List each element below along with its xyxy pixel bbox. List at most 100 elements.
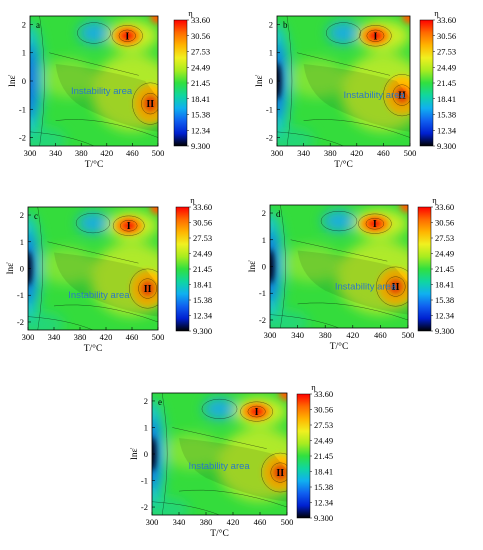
colorbar-tick-label: 15.38 xyxy=(435,295,454,305)
y-tick-label: -1 xyxy=(17,290,24,300)
y-axis-label: lnε̇ xyxy=(255,74,265,86)
colorbar-tick-label: 27.53 xyxy=(314,420,333,430)
colorbar-tick-label: 30.56 xyxy=(193,218,212,228)
colorbar-tick-label: 12.34 xyxy=(191,125,211,135)
colorbar-tick-label: 18.41 xyxy=(435,280,454,290)
colorbar-tick-label: 12.34 xyxy=(314,498,334,508)
heatmap-field xyxy=(152,393,287,515)
region-I-label: I xyxy=(255,407,259,418)
y-tick-label: -1 xyxy=(19,104,26,114)
y-tick-label: 0 xyxy=(144,449,148,459)
colorbar-title: η xyxy=(432,195,436,205)
y-tick-label: -2 xyxy=(141,502,148,512)
colorbar-tick-label: 33.60 xyxy=(437,15,456,25)
colorbar-ramp xyxy=(175,206,190,332)
x-tick-label: 420 xyxy=(100,332,113,342)
region-I-label: I xyxy=(127,221,131,232)
instability-area-label: Instability area xyxy=(71,86,133,97)
x-tick-label: 380 xyxy=(324,148,337,158)
x-tick-label: 300 xyxy=(146,517,159,527)
region-II-label: II xyxy=(276,468,284,479)
x-tick-label: 340 xyxy=(291,330,304,340)
x-tick-label: 300 xyxy=(24,148,37,158)
colorbar-tick-label: 18.41 xyxy=(191,94,210,104)
y-axis-label: lnε̇ xyxy=(6,262,16,274)
colorbar-tick-label: 18.41 xyxy=(437,94,456,104)
y-axis-label: lnε̇ xyxy=(130,447,140,459)
x-tick-label: 460 xyxy=(126,148,139,158)
heatmap-field xyxy=(30,16,158,146)
colorbar-ramp xyxy=(296,393,311,519)
colorbar-tick-label: 24.49 xyxy=(193,249,212,259)
panel-label: a xyxy=(36,20,40,30)
instability-area-label: Instability area xyxy=(335,282,397,293)
x-tick-label: 340 xyxy=(48,332,61,342)
y-tick-label: 2 xyxy=(269,19,273,29)
y-tick-label: -2 xyxy=(17,317,24,327)
colorbar-tick-label: 27.53 xyxy=(437,47,456,57)
instability-shading xyxy=(303,64,410,132)
colorbar-tick-label: 9.300 xyxy=(193,326,212,336)
panel-label: d xyxy=(276,209,281,219)
colorbar-title: η xyxy=(311,382,315,392)
colorbar-tick-label: 15.38 xyxy=(314,482,333,492)
colorbar-tick-label: 21.45 xyxy=(437,78,456,88)
colorbar-tick-label: 9.300 xyxy=(437,141,456,151)
colorbar-tick-label: 24.49 xyxy=(191,62,210,72)
colorbar-tick-label: 30.56 xyxy=(314,405,333,415)
colorbar-tick-label: 18.41 xyxy=(193,280,212,290)
x-tick-label: 500 xyxy=(281,517,294,527)
y-tick-label: 1 xyxy=(20,237,24,247)
y-tick-label: 0 xyxy=(22,76,26,86)
region-II-label: II xyxy=(144,284,152,295)
colorbar-tick-label: 30.56 xyxy=(437,31,456,41)
colorbar-tick-label: 30.56 xyxy=(435,218,454,228)
contour-lines xyxy=(28,207,158,330)
colorbar-tick-label: 15.38 xyxy=(437,110,456,120)
x-tick-label: 380 xyxy=(74,332,87,342)
colorbar-title: η xyxy=(188,8,192,18)
colorbar-ramp xyxy=(173,19,188,147)
heatmap-field xyxy=(28,207,158,330)
y-tick-label: 0 xyxy=(20,264,24,274)
y-tick-label: -1 xyxy=(141,476,148,486)
heatmap-field xyxy=(277,16,410,146)
x-axis-label: T/°C xyxy=(84,343,103,354)
x-tick-label: 300 xyxy=(264,330,277,340)
x-axis-label: T/°C xyxy=(85,159,104,170)
y-tick-label: 1 xyxy=(269,48,273,58)
contour-lines xyxy=(270,205,408,328)
x-tick-label: 340 xyxy=(173,517,186,527)
panel-c: 300 340 380 420 460 500210-1-2T/°Clnε̇cIIIIns… xyxy=(6,195,213,354)
x-tick-label: 500 xyxy=(152,332,165,342)
colorbar: η33.60 30.56 27.53 24.49 21.45 18.41 15.38 12.3… xyxy=(296,382,334,523)
x-axis-label: T/°C xyxy=(334,159,353,170)
colorbar-tick-label: 33.60 xyxy=(435,202,454,212)
x-tick-label: 460 xyxy=(374,330,387,340)
colorbar: η33.60 30.56 27.53 24.49 21.45 18.41 15.38 12.3… xyxy=(173,8,211,151)
instability-area-label: Instability area xyxy=(344,90,406,101)
panel-b: 300 340 380 420 460 500210-1-2T/°Clnε̇bIIIIns… xyxy=(255,8,457,170)
instability-shading xyxy=(55,64,158,132)
x-tick-label: 380 xyxy=(75,148,88,158)
region-I-label: I xyxy=(373,31,377,42)
panel-a: 300 340 380 420 460 500210-1-2T/°Clnε̇aIIIIns… xyxy=(8,8,211,170)
region-II-label: II xyxy=(392,282,400,293)
instability-area-label: Instability area xyxy=(68,290,130,301)
colorbar-title: η xyxy=(434,8,438,18)
heatmap-field xyxy=(270,205,408,328)
colorbar-tick-label: 24.49 xyxy=(435,249,454,259)
x-tick-label: 460 xyxy=(377,148,390,158)
x-tick-label: 420 xyxy=(350,148,363,158)
y-tick-label: 0 xyxy=(262,262,266,272)
region-I-label: I xyxy=(125,31,129,42)
y-tick-label: 2 xyxy=(262,208,266,218)
y-tick-label: 1 xyxy=(22,48,26,58)
colorbar-title: η xyxy=(190,195,194,205)
colorbar-tick-label: 21.45 xyxy=(435,264,454,274)
colorbar-tick-label: 24.49 xyxy=(314,436,333,446)
instability-shading xyxy=(179,438,287,502)
y-tick-label: 2 xyxy=(20,210,24,220)
colorbar-tick-label: 33.60 xyxy=(193,202,212,212)
x-tick-label: 300 xyxy=(22,332,35,342)
